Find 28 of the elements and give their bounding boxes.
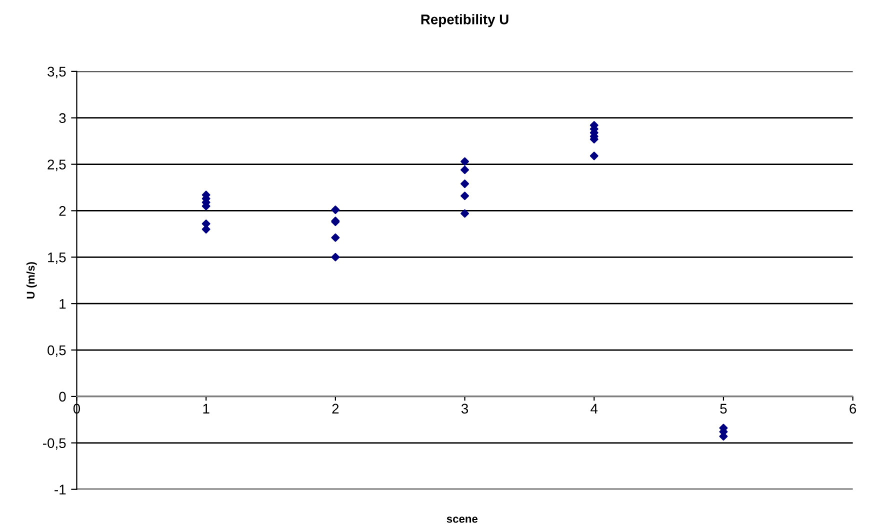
y-axis-title: U (m/s) [26,262,37,299]
x-tick-label: 6 [850,404,856,414]
x-tick-label: 5 [720,404,727,414]
chart-title: Repetibility U [421,14,508,28]
point [590,152,598,160]
point [460,157,470,166]
point [460,180,470,188]
point [331,233,340,242]
point [460,192,470,200]
y-tick-label: 2,5 [48,160,66,172]
x-tick-label: 2 [332,404,339,414]
y-tick-label: 0,5 [48,345,66,357]
x-axis-title: scene [446,516,478,523]
y-tick-label: -0,5 [43,438,66,450]
y-tick-label: 2 [59,206,66,216]
y-tick-label: 0 [59,392,66,402]
y-tick-label: 1,5 [48,252,66,264]
x-tick-label: 3 [461,404,468,414]
x-tick-label: 1 [203,404,210,414]
y-tick-label: 3 [59,113,66,124]
x-tick-label: 4 [590,404,598,414]
y-tick-label: 1 [60,299,66,309]
y-tick-label: -1 [54,484,66,494]
point [331,252,340,262]
point [460,166,470,174]
point [331,206,340,214]
y-tick-label: 3,5 [48,66,66,78]
point [460,209,470,218]
